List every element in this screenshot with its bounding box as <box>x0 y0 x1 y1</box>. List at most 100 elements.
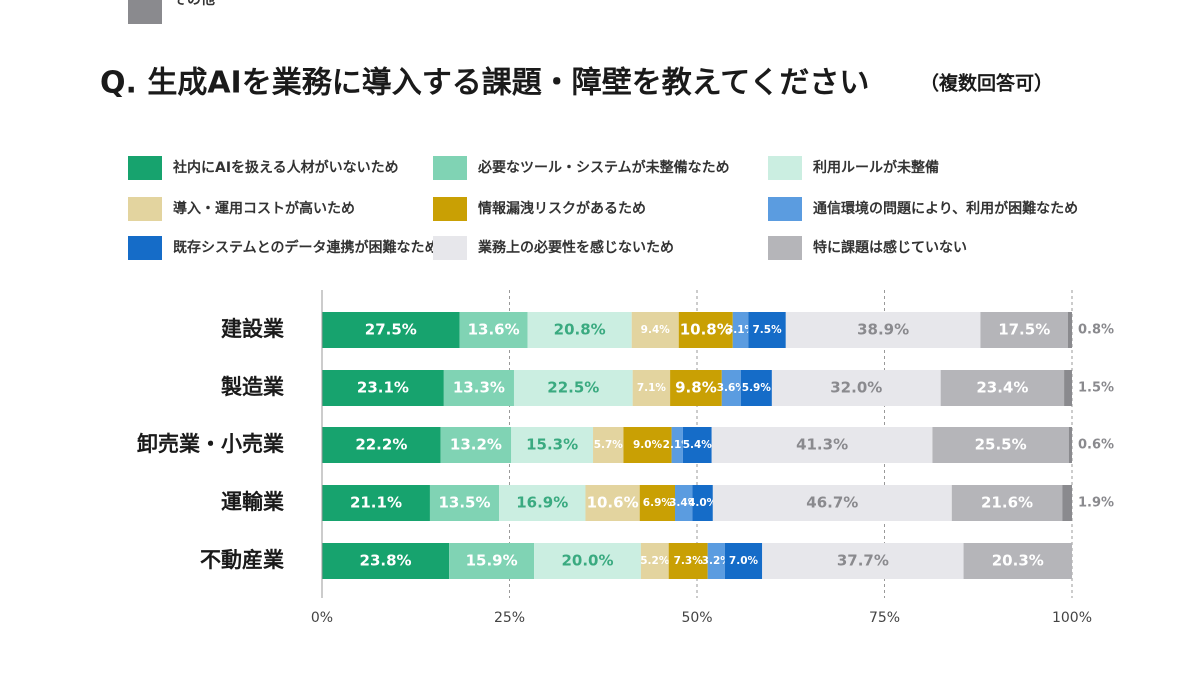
value-label: 6.9% <box>643 497 673 509</box>
bar-segment <box>322 543 450 579</box>
value-label: 32.0% <box>830 379 882 397</box>
value-label: 13.2% <box>450 436 502 454</box>
value-label: 46.7% <box>806 494 858 512</box>
bar-segment <box>593 427 624 463</box>
value-label: 5.7% <box>594 439 624 451</box>
value-label: 22.2% <box>355 436 407 454</box>
value-label: 13.5% <box>438 494 490 512</box>
legend-label: 利用ルールが未整備 <box>813 159 939 176</box>
bar-segment <box>732 312 749 348</box>
bar-segment <box>682 427 712 463</box>
bar-segment <box>449 543 535 579</box>
bar-segment <box>322 485 430 521</box>
bar-segment <box>712 485 952 521</box>
bar-segment <box>678 312 733 348</box>
value-label: 22.5% <box>547 379 599 397</box>
value-label: 15.9% <box>466 552 518 570</box>
legend-label: その他 <box>173 0 215 8</box>
legend-swatch <box>768 236 802 260</box>
bar-segment <box>322 312 460 348</box>
legend-swatch <box>128 197 162 221</box>
bar-segment <box>534 543 641 579</box>
x-tick-label: 50% <box>681 610 712 626</box>
bar-segment <box>459 312 528 348</box>
bar-segment <box>499 485 586 521</box>
legend-swatch <box>433 236 467 260</box>
bar-segment <box>771 370 941 406</box>
bar-segment <box>1064 370 1072 406</box>
value-label: 20.3% <box>992 552 1044 570</box>
x-tick-label: 100% <box>1052 610 1092 626</box>
value-label: 5.9% <box>742 382 772 394</box>
bar-segment <box>640 543 669 579</box>
bar-segment <box>740 370 772 406</box>
value-label: 0.8% <box>1078 323 1114 338</box>
bar-segment <box>692 485 713 521</box>
bar-segment <box>511 427 594 463</box>
bar-segment <box>762 543 964 579</box>
bar-segment <box>785 312 981 348</box>
x-tick-label: 0% <box>311 610 333 626</box>
value-label: 25.5% <box>975 436 1027 454</box>
value-label: 9.4% <box>641 324 671 336</box>
value-label: 10.8% <box>680 321 732 339</box>
x-tick-label: 75% <box>869 610 900 626</box>
value-label: 13.3% <box>453 379 505 397</box>
value-label: 3.1% <box>726 324 756 336</box>
value-label: 3.6% <box>717 382 747 394</box>
legend-swatch <box>433 197 467 221</box>
value-label: 21.1% <box>350 494 402 512</box>
category-label: 不動産業 <box>200 548 285 572</box>
category-label: 運輸業 <box>221 490 285 514</box>
bar-segment <box>429 485 500 521</box>
legend-label: 通信環境の問題により、利用が困難なため <box>813 200 1078 217</box>
legend-swatch <box>433 156 467 180</box>
legend-swatch <box>768 156 802 180</box>
bar-segment <box>940 370 1065 406</box>
value-label: 1.5% <box>1078 381 1114 396</box>
value-label: 7.1% <box>637 382 667 394</box>
category-label: 建設業 <box>221 317 285 341</box>
chart-subtitle: （複数回答可） <box>920 72 1053 95</box>
legend-swatch <box>128 156 162 180</box>
value-label: 9.8% <box>675 379 717 397</box>
legend-label: 特に課題は感じていない <box>813 239 967 256</box>
value-label: 0.6% <box>1078 438 1114 453</box>
legend-label: 業務上の必要性を感じないため <box>477 239 674 256</box>
bar-segment <box>632 370 671 406</box>
value-label: 23.4% <box>976 379 1028 397</box>
bar-segment <box>707 543 725 579</box>
bar-segment <box>670 370 722 406</box>
bar-segment <box>963 543 1072 579</box>
value-label: 5.2% <box>640 555 670 567</box>
value-label: 37.7% <box>837 552 889 570</box>
bar-segment <box>724 543 763 579</box>
value-label: 38.9% <box>857 321 909 339</box>
bar-segment <box>1067 312 1072 348</box>
category-label: 卸売業・小売業 <box>137 432 285 456</box>
value-label: 9.0% <box>633 439 663 451</box>
value-label: 10.6% <box>587 494 639 512</box>
value-label: 7.0% <box>729 555 759 567</box>
value-label: 3.2% <box>702 555 732 567</box>
value-label: 15.3% <box>526 436 578 454</box>
value-label: 7.5% <box>752 324 782 336</box>
legend-label: 社内にAIを扱える人材がいないため <box>172 159 399 176</box>
value-label: 20.8% <box>554 321 606 339</box>
bar-segment <box>322 370 444 406</box>
bar-segment <box>711 427 933 463</box>
value-label: 21.6% <box>981 494 1033 512</box>
bar-segment <box>513 370 633 406</box>
value-label: 7.3% <box>674 555 704 567</box>
legend-label: 必要なツール・システムが未整備なため <box>477 159 730 176</box>
value-label: 5.4% <box>683 439 713 451</box>
bar-segment <box>980 312 1068 348</box>
legend-swatch <box>128 236 162 260</box>
value-label: 23.8% <box>360 552 412 570</box>
bar-segment <box>1062 485 1072 521</box>
value-label: 16.9% <box>516 494 568 512</box>
legend-label: 既存システムとのデータ連携が困難なため <box>173 239 438 256</box>
bar-segment <box>440 427 512 463</box>
bar-segment <box>668 543 708 579</box>
